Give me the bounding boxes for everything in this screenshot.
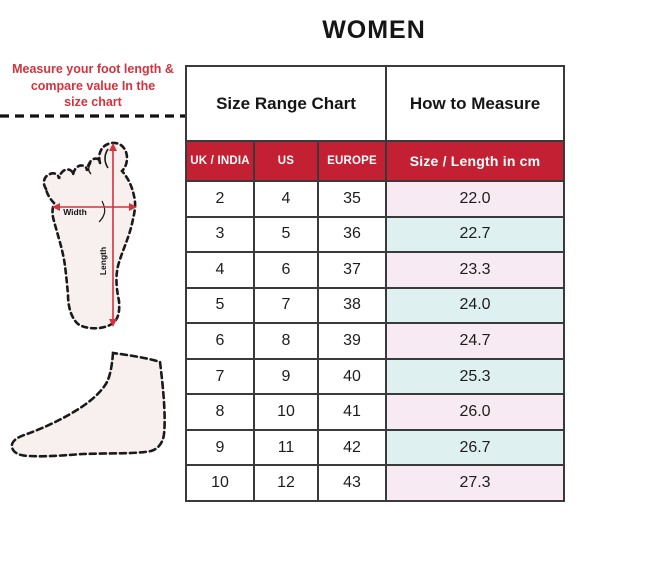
- cell-europe: 39: [316, 322, 388, 360]
- cell-length-cm: 25.3: [385, 357, 566, 396]
- cell-us: 7: [253, 286, 319, 325]
- cell-europe: 43: [316, 464, 388, 502]
- cell-length-cm: 27.3: [385, 464, 566, 502]
- cell-europe: 36: [316, 215, 388, 254]
- section-header-size-range-chart: Size Range Chart: [184, 65, 388, 142]
- width-arrowhead-right: [129, 203, 137, 211]
- cell-us: 11: [253, 428, 319, 467]
- cell-europe: 38: [316, 286, 388, 325]
- cell-us: 5: [253, 215, 319, 254]
- cell-us: 8: [253, 322, 319, 360]
- length-arrowhead-bottom: [109, 319, 117, 327]
- cell-europe: 37: [316, 251, 388, 289]
- cell-length-cm: 22.7: [385, 215, 566, 254]
- cell-europe: 40: [316, 357, 388, 396]
- table-row: 2 4 35 22.0: [185, 180, 566, 218]
- table-row: 5 7 38 24.0: [185, 286, 566, 325]
- table-row: 9 11 42 26.7: [185, 428, 566, 467]
- col-header-us: US: [253, 140, 319, 182]
- length-label: Length: [98, 247, 108, 275]
- instruction-text: Measure your foot length & compare value…: [2, 61, 184, 111]
- side-foot-diagram: [10, 351, 166, 458]
- cell-length-cm: 24.0: [385, 286, 566, 325]
- cell-europe: 42: [316, 428, 388, 467]
- cell-length-cm: 24.7: [385, 322, 566, 360]
- section-header-how-to-measure: How to Measure: [385, 65, 566, 142]
- cell-uk-india: 4: [185, 251, 255, 289]
- cell-uk-india: 10: [185, 464, 255, 502]
- cell-uk-india: 3: [185, 215, 255, 254]
- col-header-uk-india: UK / INDIA: [185, 140, 255, 182]
- cell-uk-india: 6: [185, 322, 255, 360]
- cell-uk-india: 5: [185, 286, 255, 325]
- cell-us: 6: [253, 251, 319, 289]
- width-arrowhead-left: [52, 203, 60, 211]
- page-title: WOMEN: [322, 16, 426, 44]
- cell-uk-india: 8: [185, 393, 255, 431]
- cell-europe: 35: [316, 180, 388, 218]
- section-header-row: Size Range Chart How to Measure: [184, 65, 566, 142]
- table-row: 4 6 37 23.3: [185, 251, 566, 289]
- column-header-row: UK / INDIA US EUROPE Size / Length in cm: [185, 140, 566, 182]
- second-toe-crease: [88, 162, 92, 175]
- cell-length-cm: 26.7: [385, 428, 566, 467]
- cell-length-cm: 22.0: [385, 180, 566, 218]
- cell-us: 12: [253, 464, 319, 502]
- sole-crease: [98, 200, 106, 223]
- table-row: 7 9 40 25.3: [185, 357, 566, 396]
- cell-uk-india: 7: [185, 357, 255, 396]
- cell-length-cm: 23.3: [385, 251, 566, 289]
- big-toe-crease: [104, 148, 109, 169]
- cell-us: 9: [253, 357, 319, 396]
- instruction-line-1: Measure your foot length &: [12, 62, 174, 76]
- width-label: Width: [63, 207, 87, 217]
- size-chart-table: Size Range Chart How to Measure UK / IND…: [184, 65, 566, 502]
- length-arrowhead-top: [109, 143, 117, 151]
- instruction-line-3: size chart: [64, 95, 122, 109]
- cell-length-cm: 26.0: [385, 393, 566, 431]
- table-row: 6 8 39 24.7: [185, 322, 566, 360]
- table-row: 3 5 36 22.7: [185, 215, 566, 254]
- cell-europe: 41: [316, 393, 388, 431]
- footprint-diagram: Width Length: [42, 141, 137, 330]
- dashed-separator-line: [0, 114, 188, 118]
- cell-us: 4: [253, 180, 319, 218]
- cell-us: 10: [253, 393, 319, 431]
- instruction-line-2: compare value In the: [30, 78, 156, 93]
- cell-uk-india: 2: [185, 180, 255, 218]
- col-header-length-cm: Size / Length in cm: [385, 140, 566, 182]
- table-row: 10 12 43 27.3: [185, 464, 566, 502]
- cell-uk-india: 9: [185, 428, 255, 467]
- col-header-europe: EUROPE: [316, 140, 388, 182]
- side-foot-outline: [10, 351, 166, 458]
- table-row: 8 10 41 26.0: [185, 393, 566, 431]
